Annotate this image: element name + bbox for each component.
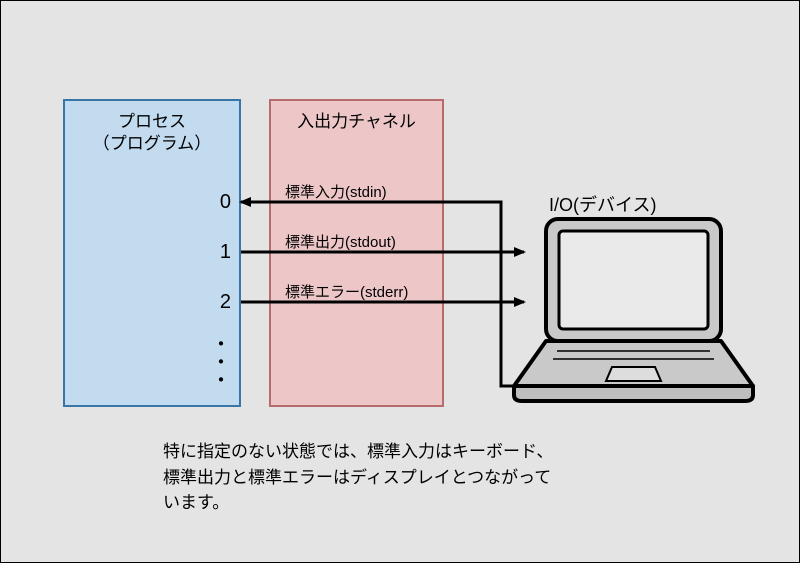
process-box-title: プロセス （プログラム）: [65, 101, 239, 155]
fd-1: 1: [201, 241, 231, 264]
caption-line3: います。: [163, 493, 229, 512]
caption-text: 特に指定のない状態では、標準入力はキーボード、 標準出力と標準エラーはディスプレ…: [163, 439, 553, 516]
process-title-line2: （プログラム）: [93, 134, 212, 153]
channel-box: 入出力チャネル: [269, 99, 444, 407]
fd-dots: ・・・: [206, 336, 236, 390]
channel-box-title: 入出力チャネル: [271, 101, 442, 133]
process-title-line1: プロセス: [118, 112, 186, 131]
fd-0: 0: [201, 191, 231, 214]
caption-line1: 特に指定のない状態では、標準入力はキーボード、: [163, 442, 553, 461]
diagram-canvas: プロセス （プログラム） 入出力チャネル 0 1 2 ・・・ 標準入力(stdi…: [0, 0, 800, 563]
fd-2: 2: [201, 291, 231, 314]
channel-label-stdin: 標準入力(stdin): [285, 181, 387, 202]
channel-label-stdout: 標準出力(stdout): [285, 231, 396, 252]
caption-line2: 標準出力と標準エラーはディスプレイとつながって: [163, 468, 551, 487]
channel-label-stderr: 標準エラー(stderr): [285, 281, 408, 302]
laptop-icon: [514, 219, 753, 401]
device-title: I/O(デバイス): [549, 191, 656, 217]
